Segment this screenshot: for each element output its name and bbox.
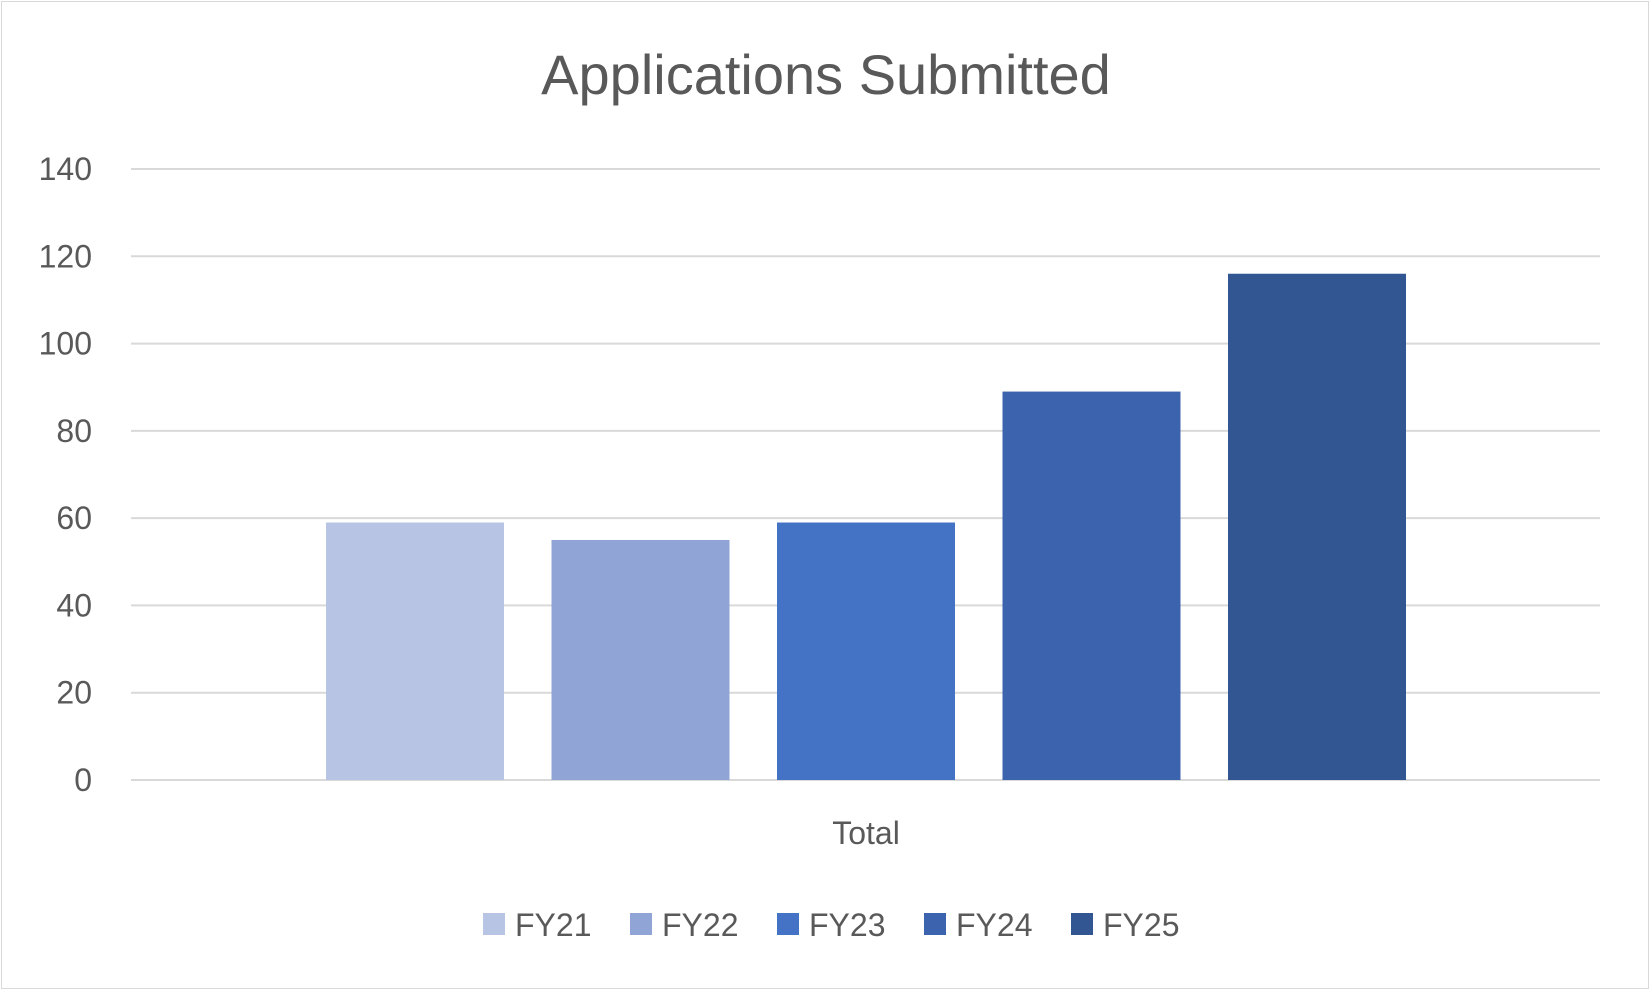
y-tick-label: 100	[39, 326, 92, 362]
legend-swatch-fy22	[630, 913, 652, 935]
bar-fy23	[777, 522, 955, 780]
bar-fy22	[551, 539, 730, 780]
bar-fy24	[1002, 391, 1181, 780]
y-tick-label: 140	[39, 151, 92, 187]
x-category-label: Total	[832, 815, 900, 851]
legend-label-fy22: FY22	[662, 907, 738, 943]
legend-label-fy24: FY24	[956, 907, 1032, 943]
bar-fy21	[326, 522, 504, 780]
y-tick-label: 120	[39, 238, 92, 274]
legend-label-fy25: FY25	[1103, 907, 1179, 943]
bars	[326, 273, 1406, 780]
chart-title: Applications Submitted	[541, 43, 1111, 106]
y-tick-label: 80	[56, 413, 92, 449]
legend-swatch-fy25	[1071, 913, 1093, 935]
y-tick-label: 20	[56, 675, 92, 711]
y-tick-label: 0	[74, 762, 92, 798]
y-tick-label: 40	[56, 587, 92, 623]
legend: FY21 FY22 FY23 FY24 FY25	[483, 907, 1179, 943]
legend-label-fy21: FY21	[515, 907, 591, 943]
y-axis-ticks: 0 20 40 60 80 100 120 140	[39, 151, 92, 798]
legend-swatch-fy23	[777, 913, 799, 935]
legend-swatch-fy21	[483, 913, 505, 935]
y-tick-label: 60	[56, 500, 92, 536]
legend-label-fy23: FY23	[809, 907, 885, 943]
legend-swatch-fy24	[924, 913, 946, 935]
bar-fy25	[1228, 273, 1406, 780]
